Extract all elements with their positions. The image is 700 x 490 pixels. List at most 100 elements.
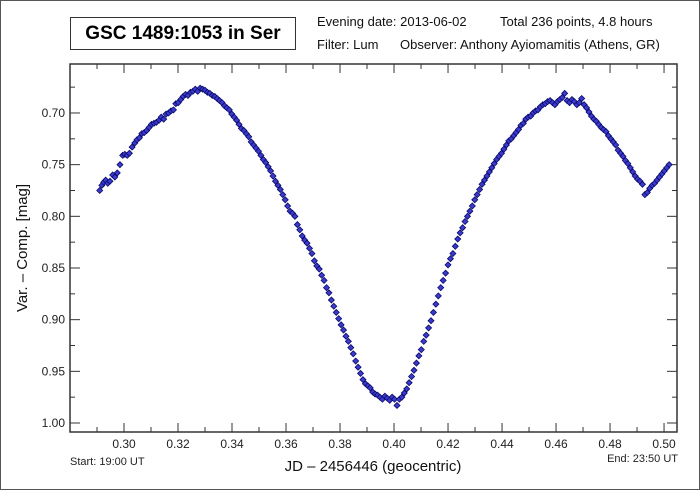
data-point bbox=[339, 326, 348, 334]
data-point bbox=[308, 249, 316, 258]
x-tick-label: 0.46 bbox=[544, 437, 568, 451]
data-point bbox=[429, 308, 438, 316]
data-point bbox=[267, 167, 275, 175]
data-point bbox=[335, 315, 343, 323]
data-point bbox=[344, 337, 352, 345]
data-point bbox=[638, 180, 647, 188]
chart-title: GSC 1489:1053 in Ser bbox=[70, 17, 296, 50]
data-point bbox=[160, 115, 168, 123]
data-point bbox=[356, 369, 365, 377]
data-point bbox=[463, 212, 472, 220]
data-point bbox=[466, 207, 474, 215]
data-point bbox=[461, 217, 469, 226]
data-point bbox=[578, 94, 586, 103]
data-point bbox=[291, 212, 299, 220]
data-point bbox=[412, 359, 420, 367]
data-point bbox=[296, 226, 304, 234]
x-tick-label: 0.32 bbox=[166, 437, 190, 451]
data-point bbox=[342, 332, 350, 340]
x-tick-label: 0.34 bbox=[220, 437, 244, 451]
data-point bbox=[420, 337, 428, 345]
y-axis-title: Var. – Comp. [mag] bbox=[14, 184, 31, 312]
data-point bbox=[468, 202, 476, 210]
data-point bbox=[332, 308, 340, 316]
data-point bbox=[417, 346, 425, 354]
data-point bbox=[612, 141, 620, 149]
filter-label: Filter: Lum bbox=[317, 37, 379, 52]
x-tick-label: 0.30 bbox=[112, 437, 136, 451]
data-point bbox=[442, 269, 450, 277]
data-point bbox=[113, 169, 121, 177]
data-point bbox=[471, 196, 479, 204]
data-point bbox=[325, 289, 333, 297]
data-point bbox=[320, 276, 328, 284]
data-point bbox=[284, 202, 292, 210]
x-tick-label: 0.50 bbox=[652, 437, 676, 451]
data-point bbox=[425, 324, 433, 332]
y-tick-label: 0.75 bbox=[42, 158, 66, 172]
data-point bbox=[454, 235, 462, 243]
data-point bbox=[169, 106, 177, 114]
data-point bbox=[106, 177, 114, 185]
data-point bbox=[349, 350, 357, 358]
data-point bbox=[444, 261, 452, 269]
data-point bbox=[310, 257, 318, 265]
data-point bbox=[403, 385, 411, 393]
data-point bbox=[410, 366, 418, 374]
data-point bbox=[451, 242, 459, 250]
evening-date: Evening date: 2013-06-02 bbox=[317, 14, 467, 29]
data-point bbox=[354, 363, 362, 371]
data-point bbox=[128, 143, 136, 151]
data-point bbox=[437, 284, 445, 292]
data-point bbox=[347, 344, 355, 352]
data-point bbox=[432, 300, 440, 308]
data-point bbox=[305, 244, 314, 252]
data-point bbox=[456, 229, 464, 237]
data-point bbox=[330, 302, 338, 310]
data-point bbox=[422, 331, 430, 339]
y-tick-label: 0.90 bbox=[42, 313, 66, 327]
data-point bbox=[408, 372, 416, 381]
x-tick-label: 0.36 bbox=[274, 437, 298, 451]
data-point bbox=[293, 221, 301, 229]
data-point bbox=[439, 276, 447, 284]
plot-axes: 0.30 0.32 0.34 0.36 0.38 0.40 0.42 0.44 0.46 0.48… bbox=[42, 63, 678, 451]
data-point bbox=[96, 186, 104, 195]
data-point bbox=[327, 296, 335, 304]
data-point bbox=[269, 172, 277, 180]
data-point bbox=[281, 196, 289, 204]
data-point bbox=[405, 379, 413, 387]
data-points bbox=[96, 84, 673, 410]
data-point bbox=[449, 249, 457, 258]
x-tick-label: 0.40 bbox=[382, 437, 406, 451]
data-point bbox=[561, 89, 569, 97]
data-point bbox=[434, 292, 442, 300]
data-point bbox=[476, 185, 484, 194]
data-point bbox=[303, 239, 311, 247]
data-point bbox=[315, 265, 323, 273]
data-point bbox=[427, 317, 435, 325]
y-tick-label: 0.70 bbox=[42, 106, 66, 120]
data-point bbox=[337, 321, 345, 329]
y-tick-label: 0.95 bbox=[42, 364, 66, 378]
data-point bbox=[415, 352, 423, 360]
start-time: Start: 19:00 UT bbox=[70, 456, 145, 468]
data-point bbox=[116, 161, 124, 169]
y-tick-label: 1.00 bbox=[42, 416, 66, 430]
x-tick-label: 0.48 bbox=[598, 437, 622, 451]
total-points: Total 236 points, 4.8 hours bbox=[500, 14, 653, 29]
data-point bbox=[473, 191, 481, 199]
data-point bbox=[276, 185, 284, 194]
x-tick-label: 0.38 bbox=[328, 437, 352, 451]
x-axis-title: JD – 2456446 (geocentric) bbox=[285, 458, 462, 475]
data-point bbox=[125, 149, 133, 157]
y-tick-label: 0.80 bbox=[42, 209, 66, 223]
y-tick-label: 0.85 bbox=[42, 261, 66, 275]
x-tick-label: 0.42 bbox=[436, 437, 460, 451]
x-tick-label: 0.44 bbox=[490, 437, 514, 451]
data-point bbox=[245, 133, 253, 141]
plot-area-border bbox=[69, 63, 678, 433]
data-point bbox=[352, 357, 360, 365]
